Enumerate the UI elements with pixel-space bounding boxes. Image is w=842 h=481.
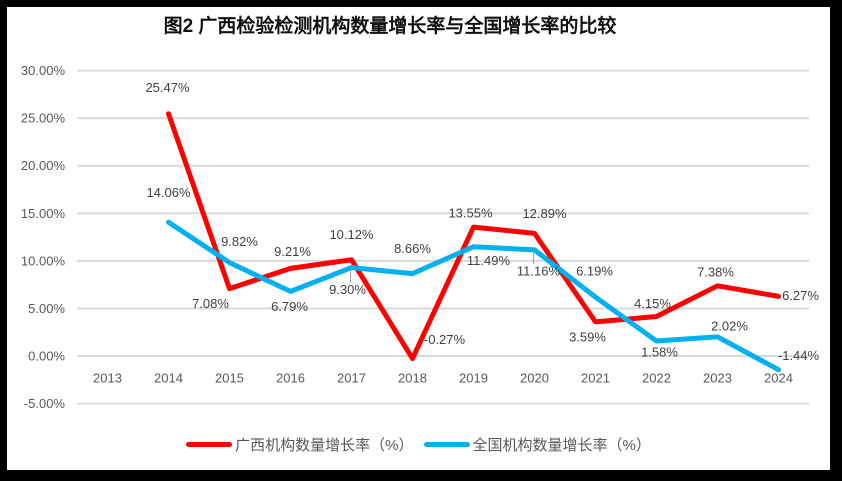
series-line-national — [166, 219, 781, 373]
legend-line-sample — [423, 441, 470, 447]
x-axis-tick-label: 2019 — [459, 371, 488, 386]
data-label: 25.47% — [145, 80, 190, 95]
data-label: 7.08% — [192, 296, 229, 311]
y-axis-tick-label: -5.00% — [24, 396, 66, 411]
x-axis-tick-label: 2022 — [642, 371, 671, 386]
chart-canvas: 图2 广西检验检测机构数量增长率与全国增长率的比较 30.00% 25.00% 20… — [7, 7, 830, 470]
data-label: 10.12% — [329, 227, 374, 242]
data-label: -1.44% — [778, 348, 820, 363]
series-line-guangxi — [166, 111, 781, 362]
y-axis-tick-label: 10.00% — [21, 253, 66, 268]
x-axis-tick-label: 2021 — [581, 371, 610, 386]
data-label: 11.49% — [467, 253, 511, 268]
y-axis-tick-label: 15.00% — [21, 206, 66, 221]
legend-item: 广西机构数量增长率（%） — [186, 434, 414, 455]
x-axis-tick-label: 2013 — [93, 371, 122, 386]
data-label: 4.15% — [634, 296, 671, 311]
data-label: 1.58% — [641, 344, 678, 359]
legend-item: 全国机构数量增长率（%） — [423, 434, 651, 455]
y-axis-tick-label: 0.00% — [28, 349, 65, 364]
x-axis-tick-label: 2014 — [154, 371, 183, 386]
data-label: 11.16% — [517, 263, 561, 278]
data-label: 7.38% — [697, 264, 734, 279]
y-axis-tick-label: 20.00% — [21, 158, 66, 173]
x-axis-tick-label: 2020 — [520, 371, 549, 386]
x-axis-tick-label: 2016 — [276, 371, 305, 386]
data-label: 9.21% — [274, 244, 311, 259]
data-label: -0.27% — [424, 332, 466, 347]
data-label: 13.55% — [448, 206, 493, 221]
y-axis-tick-label: 25.00% — [21, 111, 66, 126]
data-label: 6.27% — [782, 288, 819, 303]
legend-label: 广西机构数量增长率（%） — [235, 436, 414, 454]
data-label: 6.79% — [271, 299, 308, 314]
chart-title: 图2 广西检验检测机构数量增长率与全国增长率的比较 — [163, 16, 617, 37]
chart-legend: 广西机构数量增长率（%） 全国机构数量增长率（%） — [7, 434, 830, 454]
x-axis-tick-label: 2018 — [398, 371, 427, 386]
legend-label: 全国机构数量增长率（%） — [472, 436, 651, 454]
data-label: 12.89% — [522, 206, 567, 221]
data-label: 3.59% — [569, 329, 606, 344]
y-axis-tick-label: 30.00% — [21, 63, 66, 78]
y-axis-tick-label: 5.00% — [28, 301, 65, 316]
data-label: 6.19% — [576, 264, 613, 279]
data-label: 2.02% — [711, 318, 748, 333]
x-axis-tick-label: 2015 — [215, 371, 244, 386]
data-label: 9.30% — [329, 282, 366, 297]
x-axis-tick-label: 2017 — [337, 371, 366, 386]
x-axis-tick-label: 2023 — [703, 371, 732, 386]
x-axis-tick-label: 2024 — [764, 371, 793, 386]
legend-line-sample — [186, 441, 233, 447]
line-chart-plot: 30.00% 25.00% 20.00% 15.00% 10.00% 5.00% 0.00%… — [21, 63, 820, 411]
data-label: 9.82% — [221, 234, 258, 249]
data-label: 14.06% — [146, 185, 191, 200]
data-label: 8.66% — [394, 241, 431, 256]
